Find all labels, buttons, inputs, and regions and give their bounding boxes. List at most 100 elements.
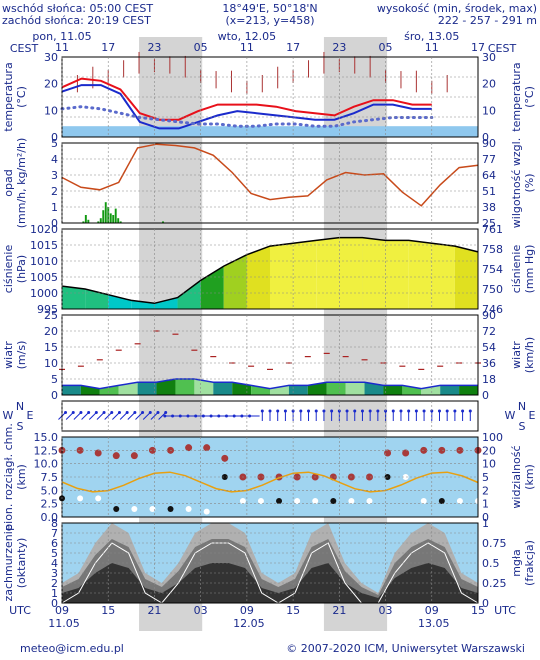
cloud-base-dot: [366, 498, 373, 504]
right-tick: 0: [482, 511, 489, 524]
below-zero-band: [62, 126, 478, 137]
cloud-top-dot: [257, 473, 265, 481]
axis-unit-right-temperature: (°C): [523, 86, 536, 108]
grid-text: (x=213, y=458): [225, 14, 314, 27]
hour-top: 17: [286, 41, 300, 54]
wind-fill: [62, 385, 81, 395]
precip-bar: [97, 221, 100, 223]
right-tick: 5: [482, 471, 489, 484]
wind-fill: [251, 385, 270, 395]
left-tick: 1010: [30, 255, 58, 268]
wind-arrow-head: [360, 409, 364, 413]
cloud-top-dot: [365, 473, 373, 481]
pressure-fill: [431, 243, 455, 309]
cloud-base-dot: [77, 495, 84, 502]
pressure-fill: [246, 246, 270, 309]
right-tick: 0: [482, 597, 489, 610]
day-top: śro, 13.05: [404, 30, 459, 43]
left-tick: 2: [51, 185, 58, 198]
left-tick: 6: [51, 537, 58, 550]
axis-label-right-cloud_base: widzialność: [510, 445, 523, 508]
cloud-base-dot: [203, 508, 210, 515]
wind-arrow-head: [110, 410, 114, 414]
cloud-top-dot: [76, 446, 84, 454]
cloud-base-dot: [95, 495, 102, 502]
left-tick: 1000: [30, 287, 58, 300]
wind-arrow: [73, 412, 82, 420]
wind-arrow-head: [186, 414, 190, 418]
wind-fill: [383, 385, 403, 395]
right-tick: 100: [482, 431, 503, 444]
wind-arrow-head: [322, 409, 326, 413]
precip-bar: [99, 218, 102, 223]
wind-arrow-head: [232, 414, 236, 418]
right-tick: 77: [482, 153, 496, 166]
right-tick: 64: [482, 169, 496, 182]
wind-arrow-head: [437, 409, 441, 413]
axis-unit-right-cloud_cover: (frakcja): [523, 540, 536, 586]
left-tick: 3: [51, 567, 58, 580]
axis-unit-wind: (m/s): [15, 341, 28, 370]
wind-arrow-head: [141, 410, 145, 414]
dir-label-w: W: [3, 409, 14, 422]
axis-unit-right-cloud_base: (km): [523, 464, 536, 490]
left-tick: 8: [51, 517, 58, 530]
right-tick: 10: [482, 104, 496, 117]
wind-arrow: [104, 412, 113, 420]
panel-frame-precip: [61, 142, 479, 224]
left-tick: 5: [51, 373, 58, 386]
cloud-base-dot: [167, 506, 174, 512]
hour-top: 11: [425, 41, 439, 54]
hour-bottom: 15: [471, 604, 485, 617]
left-tick: 7: [51, 527, 58, 540]
cloud-base-dot: [348, 498, 355, 504]
precip-bar: [114, 208, 117, 223]
right-tick: 25: [482, 217, 496, 230]
bottom-unit-right: UTC: [494, 604, 516, 617]
wind-arrow-head: [240, 414, 244, 418]
temperature-line: [61, 77, 432, 121]
hour-bottom: 09: [55, 604, 69, 617]
pressure-fill: [108, 294, 132, 309]
left-tick: 20: [44, 325, 58, 338]
axis-label-right-precip: wilgotność wzgl.: [510, 138, 523, 228]
pressure-fill: [408, 240, 432, 309]
wind-arrow-head: [125, 410, 129, 414]
wind-arrow-head: [224, 414, 228, 418]
wind-arrow-head: [217, 414, 221, 418]
hour-bottom: 15: [101, 604, 115, 617]
wind-fill: [326, 382, 346, 395]
cloud-base-dot: [276, 498, 283, 504]
axis-label-right-cloud_cover: mgła: [510, 549, 523, 577]
footer-email[interactable]: meteo@icm.edu.pl: [20, 642, 124, 655]
wind-arrow-head: [87, 410, 91, 414]
wind-arrow-head: [164, 410, 168, 414]
wind-arrow-head: [156, 410, 160, 414]
cloud-base-dot: [257, 498, 264, 504]
day-bottom: 11.05: [48, 617, 80, 630]
axis-unit-cloud_base: (km): [15, 464, 28, 490]
pressure-fill: [316, 237, 340, 309]
cloud-top-dot: [112, 452, 120, 460]
cloud-layer-2: [62, 539, 478, 603]
pressure-fill: [131, 300, 155, 309]
left-tick: 12.5: [34, 444, 59, 457]
footer-copyright: © 2007-2020 ICM, Uniwersytet Warszawski: [286, 642, 525, 655]
left-tick: 1020: [30, 223, 58, 236]
cloud-top-dot: [148, 446, 156, 454]
left-tick: 2.5: [41, 498, 59, 511]
cloud-base-dot: [149, 506, 156, 512]
hour-top: 11: [240, 41, 254, 54]
sunset-text: zachód słońca: 20:19 CEST: [2, 14, 151, 27]
left-tick: 10: [44, 104, 58, 117]
wind-arrow: [158, 412, 167, 420]
top-unit-right: CEST: [488, 42, 517, 55]
cloud-top-dot: [402, 449, 410, 457]
left-tick: 25: [44, 309, 58, 322]
precip-bar: [87, 219, 90, 223]
wind-fill: [345, 382, 365, 395]
axis-label-pressure: ciśnienie: [2, 245, 15, 294]
left-tick: 0: [51, 597, 58, 610]
humidity-line: [61, 143, 479, 207]
